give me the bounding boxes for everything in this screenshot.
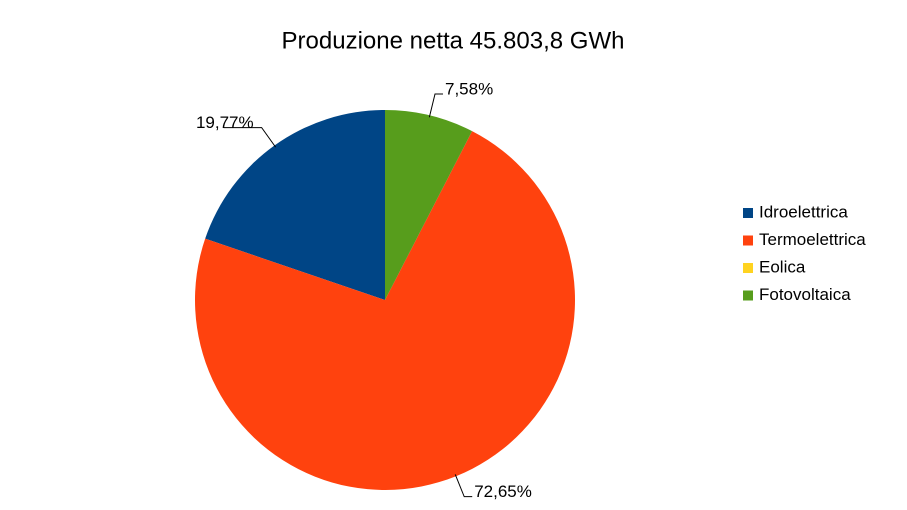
data-label: 19,77% [196, 113, 254, 132]
legend-label: Eolica [759, 257, 806, 276]
legend-label: Fotovoltaica [759, 285, 851, 304]
data-label: 7,58% [445, 79, 493, 98]
data-label: 72,65% [474, 482, 532, 501]
pie-slice [205, 110, 385, 300]
leader-line [223, 127, 277, 148]
legend-swatch [743, 290, 753, 301]
legend-label: Idroelettrica [759, 202, 848, 221]
chart-title: Produzione netta 45.803,8 GWh [282, 27, 625, 54]
pie-slice [385, 110, 473, 300]
leader-line [428, 93, 444, 118]
pie-slice [195, 131, 575, 491]
leader-line [454, 474, 473, 498]
legend-swatch [743, 208, 753, 218]
legend-swatch [743, 235, 753, 246]
legend-swatch [743, 263, 753, 273]
legend-label: Termoelettrica [759, 230, 866, 249]
